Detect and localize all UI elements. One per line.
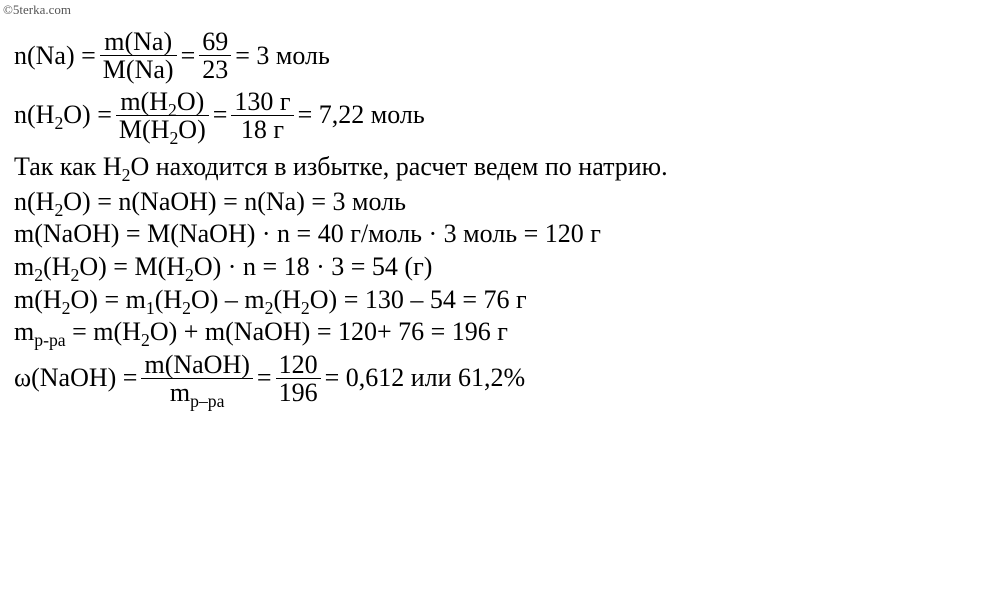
- lhs: n(H2O) =: [14, 101, 112, 130]
- denominator: 18 г: [238, 116, 287, 143]
- text: = m(H: [66, 317, 141, 346]
- text: mр-ра = m(H2O) + m(NaOH) = 120+ 76 = 196…: [14, 318, 508, 347]
- numerator: m(Na): [101, 28, 175, 55]
- text: (H: [273, 285, 300, 314]
- fraction-1: m(H2O) M(H2O): [116, 88, 209, 144]
- denominator: mр–ра: [167, 379, 228, 406]
- explanation-line: Так как H2O находится в избытке, расчет …: [14, 153, 983, 182]
- text: Так как H: [14, 152, 122, 181]
- equation-line-7: m(H2O) = m1(H2O) – m2(H2O) = 130 – 54 = …: [14, 286, 983, 315]
- lhs: n(Na) =: [14, 42, 96, 71]
- denominator: 23: [199, 56, 231, 83]
- subscript: р–ра: [190, 391, 224, 411]
- text: m(NaOH) = M(NaOH) · n = 40 г/моль · 3 мо…: [14, 220, 601, 249]
- text: O находится в избытке, расчет ведем по н…: [130, 152, 667, 181]
- text: O) + m(NaOH) = 120+ 76 = 196 г: [150, 317, 508, 346]
- equals: =: [181, 42, 196, 71]
- denominator: M(Na): [100, 56, 177, 83]
- text: m2(H2O) = M(H2O) · n = 18 · 3 = 54 (г): [14, 253, 432, 282]
- equation-line-8: mр-ра = m(H2O) + m(NaOH) = 120+ 76 = 196…: [14, 318, 983, 347]
- numerator: 120: [276, 351, 321, 378]
- text: O) = M(H: [79, 252, 185, 281]
- subscript: 2: [54, 200, 63, 220]
- denominator: 196: [276, 379, 321, 406]
- subscript: 2: [141, 330, 150, 350]
- equation-line-2: n(H2O) = m(H2O) M(H2O) = 130 г 18 г = 7,…: [14, 88, 983, 144]
- fraction-2: 69 23: [199, 28, 231, 84]
- watermark: ©5terka.com: [0, 0, 997, 20]
- numerator: 69: [199, 28, 231, 55]
- equation-line-9: ω(NaOH) = m(NaOH) mр–ра = 120 196 = 0,61…: [14, 351, 983, 407]
- text: O) – m: [191, 285, 265, 314]
- denominator: M(H2O): [116, 116, 209, 143]
- subscript: р-ра: [34, 330, 65, 350]
- equation-line-1: n(Na) = m(Na) M(Na) = 69 23 = 3 моль: [14, 28, 983, 84]
- text: M(H: [119, 115, 170, 144]
- equals: =: [257, 364, 272, 393]
- text: O) = 130 – 54 = 76 г: [310, 285, 527, 314]
- result: = 0,612 или 61,2%: [325, 364, 526, 393]
- subscript: 2: [182, 298, 191, 318]
- fraction-2: 130 г 18 г: [231, 88, 293, 144]
- text: m: [14, 252, 34, 281]
- subscript: 2: [185, 265, 194, 285]
- subscript: 2: [34, 265, 43, 285]
- fraction-2: 120 196: [276, 351, 321, 407]
- equation-line-4: n(H2O) = n(NaOH) = n(Na) = 3 моль: [14, 188, 983, 217]
- text: (H: [43, 252, 70, 281]
- numerator: m(H2O): [117, 88, 207, 115]
- text: m: [170, 378, 190, 407]
- result: = 7,22 моль: [298, 101, 425, 130]
- equation-line-5: m(NaOH) = M(NaOH) · n = 40 г/моль · 3 мо…: [14, 220, 983, 249]
- text: O): [177, 87, 204, 116]
- subscript: 1: [146, 298, 155, 318]
- lhs: ω(NaOH) =: [14, 364, 137, 393]
- equals: =: [213, 101, 228, 130]
- text: m(H: [120, 87, 168, 116]
- text: m(H2O) = m1(H2O) – m2(H2O) = 130 – 54 = …: [14, 286, 527, 315]
- fraction-1: m(NaOH) mр–ра: [141, 351, 252, 407]
- subscript: 2: [169, 128, 178, 148]
- text: O) = n(NaOH) = n(Na) = 3 моль: [63, 187, 406, 216]
- text: n(H: [14, 100, 54, 129]
- result: = 3 моль: [235, 42, 330, 71]
- numerator: m(NaOH): [141, 351, 252, 378]
- fraction-1: m(Na) M(Na): [100, 28, 177, 84]
- text: n(H: [14, 187, 54, 216]
- subscript: 2: [54, 113, 63, 133]
- equation-line-6: m2(H2O) = M(H2O) · n = 18 · 3 = 54 (г): [14, 253, 983, 282]
- text: m(H: [14, 285, 62, 314]
- numerator: 130 г: [231, 88, 293, 115]
- text: (H: [155, 285, 182, 314]
- subscript: 2: [62, 298, 71, 318]
- text: O) = m: [71, 285, 146, 314]
- text: Так как H2O находится в избытке, расчет …: [14, 153, 668, 182]
- text: m: [14, 317, 34, 346]
- text: O) =: [63, 100, 112, 129]
- text: n(H2O) = n(NaOH) = n(Na) = 3 моль: [14, 188, 406, 217]
- subscript: 2: [301, 298, 310, 318]
- text: O): [178, 115, 205, 144]
- solution-content: n(Na) = m(Na) M(Na) = 69 23 = 3 моль n(H…: [0, 20, 997, 414]
- text: O) · n = 18 · 3 = 54 (г): [194, 252, 433, 281]
